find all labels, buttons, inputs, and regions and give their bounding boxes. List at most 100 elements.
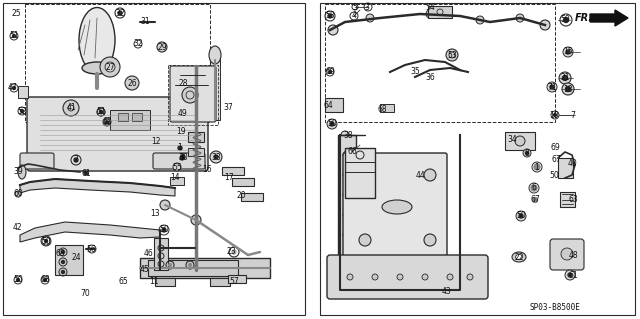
Text: 68: 68 (55, 249, 65, 258)
Text: 31: 31 (140, 18, 150, 26)
Ellipse shape (79, 8, 115, 72)
FancyBboxPatch shape (343, 153, 447, 267)
Text: 67: 67 (551, 155, 561, 165)
Circle shape (422, 274, 428, 280)
FancyBboxPatch shape (327, 255, 488, 299)
Bar (18, 86, 28, 98)
Circle shape (74, 158, 78, 162)
FancyBboxPatch shape (170, 66, 216, 122)
Ellipse shape (209, 46, 221, 64)
Text: 27: 27 (105, 63, 115, 71)
Bar (241, 193, 263, 201)
Text: 8: 8 (525, 149, 529, 158)
Text: 15: 15 (563, 48, 573, 56)
Text: 29: 29 (157, 42, 167, 51)
Circle shape (347, 274, 353, 280)
Bar (188, 148, 204, 156)
Circle shape (426, 10, 434, 18)
Text: 18: 18 (563, 85, 573, 93)
Bar (338, 135, 356, 290)
Text: 63: 63 (568, 196, 578, 204)
Circle shape (446, 49, 458, 61)
Text: 66: 66 (347, 147, 357, 157)
Bar (232, 178, 254, 186)
Bar (505, 132, 535, 150)
Text: 50: 50 (327, 120, 337, 129)
Text: 50: 50 (159, 226, 169, 234)
Circle shape (467, 274, 473, 280)
Circle shape (13, 34, 15, 38)
Text: 68: 68 (377, 106, 387, 115)
Circle shape (100, 57, 120, 77)
Circle shape (328, 25, 338, 35)
Circle shape (565, 270, 575, 280)
Text: 35: 35 (410, 68, 420, 77)
Text: 49: 49 (178, 108, 188, 117)
Bar (325, 4, 555, 122)
Text: 51: 51 (9, 32, 19, 41)
Bar (25, 4, 210, 122)
Bar (228, 275, 246, 283)
Text: 4: 4 (351, 11, 356, 20)
Text: 41: 41 (66, 103, 76, 113)
Ellipse shape (15, 191, 21, 197)
Circle shape (182, 87, 198, 103)
Circle shape (563, 18, 568, 23)
Circle shape (330, 122, 334, 126)
Bar (155, 278, 175, 286)
Text: 43: 43 (442, 286, 452, 295)
Text: 34: 34 (507, 136, 517, 145)
Circle shape (61, 250, 65, 254)
Circle shape (99, 110, 102, 114)
Text: 24: 24 (71, 254, 81, 263)
Text: 19: 19 (176, 127, 186, 136)
Circle shape (180, 156, 184, 160)
Text: 37: 37 (223, 103, 233, 113)
Text: 67: 67 (530, 196, 540, 204)
Text: 17: 17 (224, 174, 234, 182)
Circle shape (372, 274, 378, 280)
Text: 56: 56 (86, 244, 96, 254)
Text: 12: 12 (151, 137, 161, 146)
Circle shape (61, 271, 65, 273)
Circle shape (160, 200, 170, 210)
Ellipse shape (512, 252, 526, 262)
Circle shape (178, 146, 182, 150)
Text: 69: 69 (325, 68, 335, 77)
Circle shape (125, 76, 139, 90)
Circle shape (516, 211, 526, 221)
Text: 20: 20 (236, 191, 246, 201)
Text: 40: 40 (568, 159, 578, 167)
Bar (320, 3, 635, 315)
Ellipse shape (82, 62, 112, 74)
Text: 69: 69 (550, 144, 560, 152)
Text: 71: 71 (547, 83, 557, 92)
Circle shape (447, 274, 453, 280)
Circle shape (523, 149, 531, 157)
Circle shape (516, 14, 524, 22)
Text: 51: 51 (96, 108, 106, 116)
Polygon shape (20, 179, 175, 196)
Text: 55: 55 (172, 162, 182, 172)
Bar (188, 132, 204, 142)
Text: 13: 13 (150, 209, 160, 218)
Circle shape (157, 42, 167, 52)
Bar (428, 6, 452, 18)
Text: 23: 23 (226, 248, 236, 256)
Text: 46: 46 (143, 249, 153, 258)
Bar (325, 98, 343, 112)
Circle shape (189, 263, 191, 266)
Circle shape (476, 16, 484, 24)
Circle shape (181, 155, 185, 159)
Circle shape (525, 152, 529, 154)
Text: 39: 39 (13, 167, 23, 176)
Text: 21: 21 (560, 73, 570, 83)
FancyBboxPatch shape (153, 153, 205, 169)
Text: 60: 60 (13, 189, 23, 198)
Circle shape (566, 50, 570, 54)
Circle shape (20, 109, 24, 113)
Ellipse shape (382, 200, 412, 214)
Polygon shape (20, 222, 160, 242)
Bar (55, 245, 83, 275)
Circle shape (84, 171, 88, 175)
